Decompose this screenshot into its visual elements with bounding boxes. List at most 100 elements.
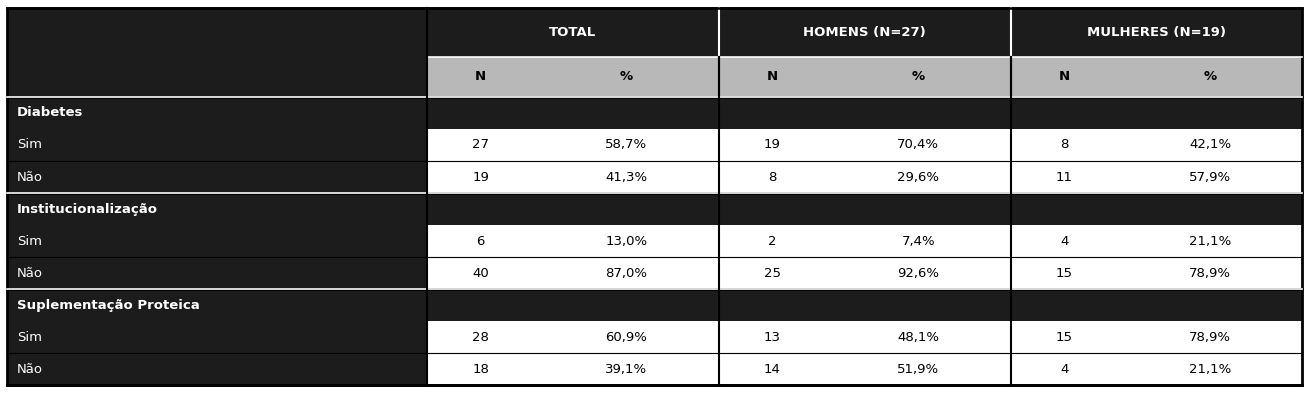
Bar (719, 97, 826, 129)
Bar (1011, 193, 1118, 225)
Bar (1118, 225, 1302, 257)
Text: 2: 2 (768, 235, 776, 248)
Bar (534, 257, 719, 289)
Text: 70,4%: 70,4% (897, 138, 940, 151)
Bar (7, 353, 427, 385)
Bar (826, 97, 1011, 129)
Text: 11: 11 (1056, 171, 1072, 184)
Bar (7, 321, 427, 353)
Bar (427, 161, 534, 193)
Bar (427, 321, 534, 353)
Bar (1118, 257, 1302, 289)
Bar (1011, 8, 1302, 57)
Text: Diabetes: Diabetes (17, 107, 84, 119)
Bar (826, 321, 1011, 353)
Text: 28: 28 (473, 331, 490, 343)
Text: %: % (620, 70, 634, 83)
Bar (719, 57, 826, 97)
Bar (427, 57, 534, 97)
Text: 60,9%: 60,9% (606, 331, 648, 343)
Text: 15: 15 (1056, 266, 1072, 279)
Bar (1011, 289, 1118, 321)
Text: 40: 40 (473, 266, 490, 279)
Bar (427, 225, 534, 257)
Bar (1011, 353, 1118, 385)
Bar (719, 129, 826, 161)
Bar (427, 193, 534, 225)
Bar (427, 129, 534, 161)
Text: 39,1%: 39,1% (605, 363, 648, 376)
Bar (7, 57, 427, 97)
Bar (1118, 321, 1302, 353)
Bar (427, 289, 534, 321)
Text: 57,9%: 57,9% (1189, 171, 1232, 184)
Bar (1118, 161, 1302, 193)
Bar (427, 257, 534, 289)
Bar (534, 97, 719, 129)
Text: Não: Não (17, 171, 43, 184)
Text: 29,6%: 29,6% (897, 171, 940, 184)
Bar (534, 289, 719, 321)
Bar (534, 225, 719, 257)
Bar (1011, 57, 1118, 97)
Bar (826, 225, 1011, 257)
Text: 51,9%: 51,9% (897, 363, 940, 376)
Text: 21,1%: 21,1% (1189, 363, 1232, 376)
Bar (427, 353, 534, 385)
Bar (1011, 257, 1118, 289)
Bar (1011, 129, 1118, 161)
Text: Suplementação Proteica: Suplementação Proteica (17, 299, 200, 312)
Text: 19: 19 (764, 138, 781, 151)
Bar (427, 97, 534, 129)
Text: Sim: Sim (17, 331, 42, 343)
Text: 8: 8 (1060, 138, 1068, 151)
Bar (1011, 225, 1118, 257)
Bar (719, 225, 826, 257)
Text: 92,6%: 92,6% (897, 266, 940, 279)
Text: 18: 18 (473, 363, 490, 376)
Bar (826, 257, 1011, 289)
Text: 48,1%: 48,1% (897, 331, 940, 343)
Bar (7, 161, 427, 193)
Bar (1118, 353, 1302, 385)
Text: 27: 27 (473, 138, 490, 151)
Text: 4: 4 (1060, 235, 1068, 248)
Text: %: % (912, 70, 925, 83)
Bar (826, 57, 1011, 97)
Bar (1118, 289, 1302, 321)
Bar (534, 353, 719, 385)
Bar (1011, 97, 1118, 129)
Text: 15: 15 (1056, 331, 1072, 343)
Text: N: N (1059, 70, 1069, 83)
Bar (1118, 129, 1302, 161)
Text: 14: 14 (764, 363, 781, 376)
Text: 25: 25 (764, 266, 781, 279)
Bar (534, 129, 719, 161)
Text: MULHERES (N=19): MULHERES (N=19) (1086, 26, 1227, 39)
Text: TOTAL: TOTAL (550, 26, 597, 39)
Bar (7, 8, 427, 57)
Text: 7,4%: 7,4% (902, 235, 935, 248)
Text: Não: Não (17, 266, 43, 279)
Bar (826, 161, 1011, 193)
Text: 13: 13 (764, 331, 781, 343)
Bar (1118, 193, 1302, 225)
Text: 4: 4 (1060, 363, 1068, 376)
Bar (826, 193, 1011, 225)
Bar (7, 225, 427, 257)
Bar (719, 193, 826, 225)
Bar (534, 57, 719, 97)
Bar (534, 193, 719, 225)
Bar (719, 353, 826, 385)
Bar (719, 161, 826, 193)
Text: 87,0%: 87,0% (606, 266, 648, 279)
Text: 21,1%: 21,1% (1189, 235, 1232, 248)
Bar (7, 193, 427, 225)
Bar (534, 161, 719, 193)
Bar (826, 353, 1011, 385)
Bar (719, 289, 826, 321)
Text: Institucionalização: Institucionalização (17, 202, 158, 215)
Bar (7, 289, 427, 321)
Text: Não: Não (17, 363, 43, 376)
Bar (7, 129, 427, 161)
